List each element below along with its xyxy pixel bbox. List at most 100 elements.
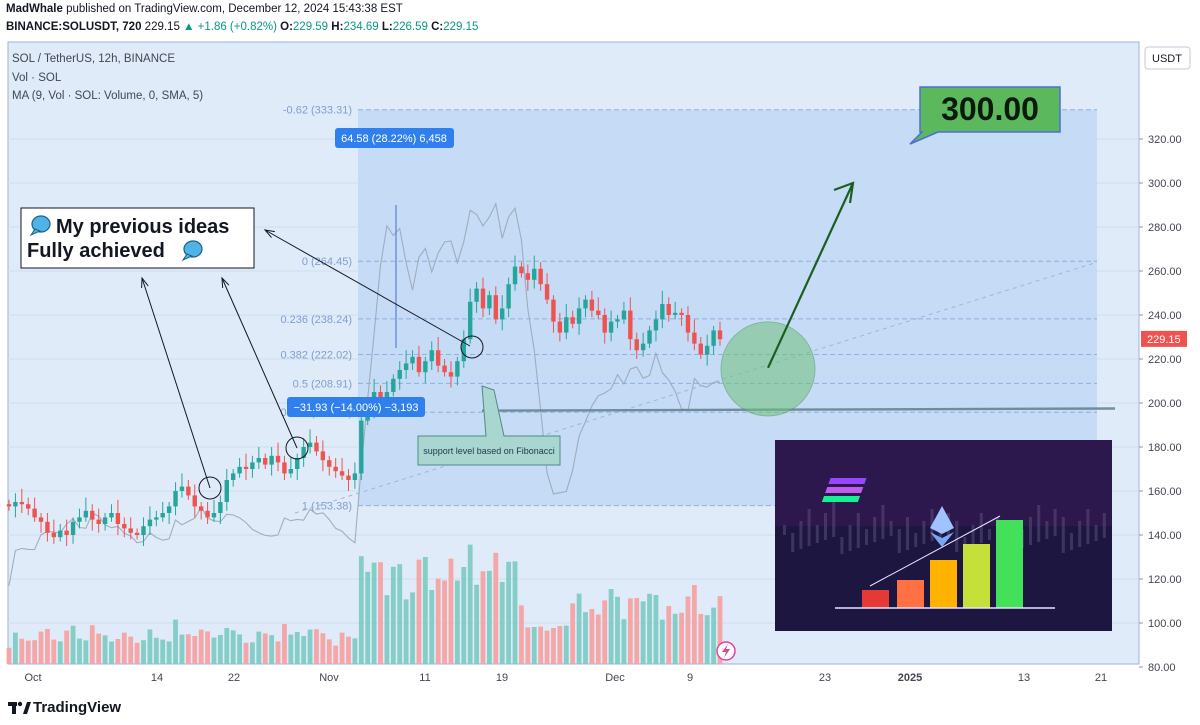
- price-axis[interactable]: 80.00 100.00 120.00 140.00 160.00 180.00 200.0…: [1139, 42, 1200, 674]
- volume-bar: [416, 559, 422, 664]
- volume-bar: [269, 635, 275, 664]
- ethereum-icon-lower: [930, 532, 954, 547]
- tradingview-logo-icon[interactable]: [8, 700, 32, 716]
- lightning-icon-bolt: [722, 644, 730, 658]
- previous-ideas-box[interactable]: [20, 207, 255, 269]
- candle-body: [384, 392, 390, 401]
- volume-bar: [262, 633, 268, 664]
- candle-body: [58, 530, 63, 538]
- volume-bar: [403, 599, 409, 664]
- volume-bar: [717, 596, 723, 664]
- volume-bar: [314, 629, 319, 664]
- candle-body: [256, 458, 262, 463]
- volume-bar: [237, 634, 242, 664]
- legend-volume[interactable]: Vol · SOL: [12, 72, 62, 84]
- volume-bar: [128, 636, 134, 664]
- volume-bar: [454, 580, 460, 664]
- price-tick-label: 240.00: [1148, 310, 1182, 322]
- target-arrow[interactable]: [767, 182, 854, 369]
- pointer-arrow[interactable]: [264, 229, 471, 347]
- currency-button[interactable]: [1144, 46, 1191, 70]
- candle-body: [6, 504, 12, 507]
- price-tick-label: 80.00: [1148, 662, 1176, 674]
- inset-growth-bar: [996, 520, 1023, 608]
- candle-body: [429, 350, 434, 362]
- pointer-arrow-head: [263, 229, 275, 238]
- volume-bar: [301, 636, 307, 664]
- candle-body: [288, 469, 294, 474]
- inset-bg-candle: [955, 521, 959, 552]
- volume-bar: [102, 635, 108, 664]
- volume-bar: [672, 613, 678, 664]
- measure-down-label-bg[interactable]: [287, 397, 425, 417]
- candle-body: [109, 513, 114, 518]
- support-callout[interactable]: [417, 385, 561, 466]
- inset-bg-candle: [988, 529, 991, 540]
- inset-bg-candle: [807, 509, 811, 546]
- volume-bar: [653, 595, 659, 664]
- inset-bg-candle: [979, 513, 983, 543]
- candle-body: [301, 447, 306, 458]
- legend-title[interactable]: SOL / TetherUS, 12h, BINANCE: [12, 53, 175, 65]
- volume-bar: [435, 578, 441, 664]
- candle-body: [307, 442, 313, 447]
- target-label-bg[interactable]: [909, 86, 1061, 145]
- candle-body: [679, 312, 684, 315]
- price-tick-label: 180.00: [1148, 442, 1182, 454]
- volume-bar: [647, 593, 652, 664]
- volume-bar: [19, 638, 25, 664]
- candle-body: [602, 315, 607, 333]
- candle-body: [570, 317, 575, 324]
- volume-bar: [711, 607, 716, 664]
- idea-marker-circle[interactable]: [460, 335, 484, 359]
- target-zone-circle[interactable]: [720, 321, 816, 417]
- publisher-name[interactable]: MadWhale: [6, 3, 63, 15]
- candle-body: [532, 268, 537, 280]
- inset-bg-candle: [1078, 521, 1082, 547]
- pointer-arrow[interactable]: [141, 277, 211, 489]
- candle-body: [410, 356, 415, 364]
- candle-body: [96, 519, 101, 524]
- volume-bar: [346, 636, 351, 664]
- idea-marker-circle[interactable]: [198, 476, 222, 500]
- measure-up-label-bg[interactable]: [335, 128, 454, 148]
- time-tick-label: 9: [687, 672, 693, 684]
- support-line[interactable]: [481, 407, 1116, 412]
- fib-level-label: 0.382 (222.02): [280, 350, 352, 362]
- pointer-arrow[interactable]: [221, 277, 298, 449]
- idea-marker-circle[interactable]: [285, 436, 309, 460]
- tradingview-brand[interactable]: TradingView: [33, 699, 122, 716]
- volume-bar: [179, 634, 185, 664]
- candle-body: [237, 466, 242, 474]
- candle-body: [704, 345, 710, 355]
- solana-icon: [821, 496, 861, 502]
- chart-area[interactable]: -0.62 (333.31) 0 (264.45) 0.236 (238.24) 0.…: [0, 40, 1200, 690]
- price-tick-label: 320.00: [1148, 134, 1182, 146]
- candle-body: [26, 504, 31, 509]
- time-axis[interactable]: Oct 14 22 Nov 11 19 Dec 9 23 2025 13 21: [8, 665, 1139, 689]
- volume-bar: [147, 629, 153, 664]
- candle-body: [397, 370, 402, 379]
- open-value: 229.59: [292, 21, 329, 33]
- inset-bg-candle: [971, 525, 975, 546]
- volume-bar: [480, 571, 486, 664]
- publish-date: published on TradingView.com, December 1…: [66, 3, 403, 15]
- volume-bar: [134, 642, 140, 664]
- volume-bar: [371, 562, 377, 664]
- volume-bar: [538, 626, 544, 664]
- solana-icon: [825, 487, 864, 493]
- inset-bg-candle: [856, 513, 860, 548]
- chart-svg[interactable]: -0.62 (333.31) 0 (264.45) 0.236 (238.24) 0.…: [0, 40, 1200, 690]
- candle-body: [640, 343, 646, 351]
- legend-ma[interactable]: MA (9, Vol · SOL: Volume, 0, SMA, 5): [12, 90, 203, 102]
- volume-bar: [519, 605, 524, 664]
- candle-body: [211, 513, 217, 518]
- ideas-line-1: My previous ideas: [56, 216, 229, 238]
- volume-bar: [294, 632, 300, 664]
- symbol-name[interactable]: BINANCE:SOLUSDT, 720: [6, 21, 142, 33]
- inset-bg-candle: [832, 501, 836, 537]
- close-label: C:: [431, 21, 444, 33]
- volume-bar: [659, 619, 665, 664]
- time-axis-bg: [8, 665, 1139, 689]
- volume-bar: [6, 647, 12, 664]
